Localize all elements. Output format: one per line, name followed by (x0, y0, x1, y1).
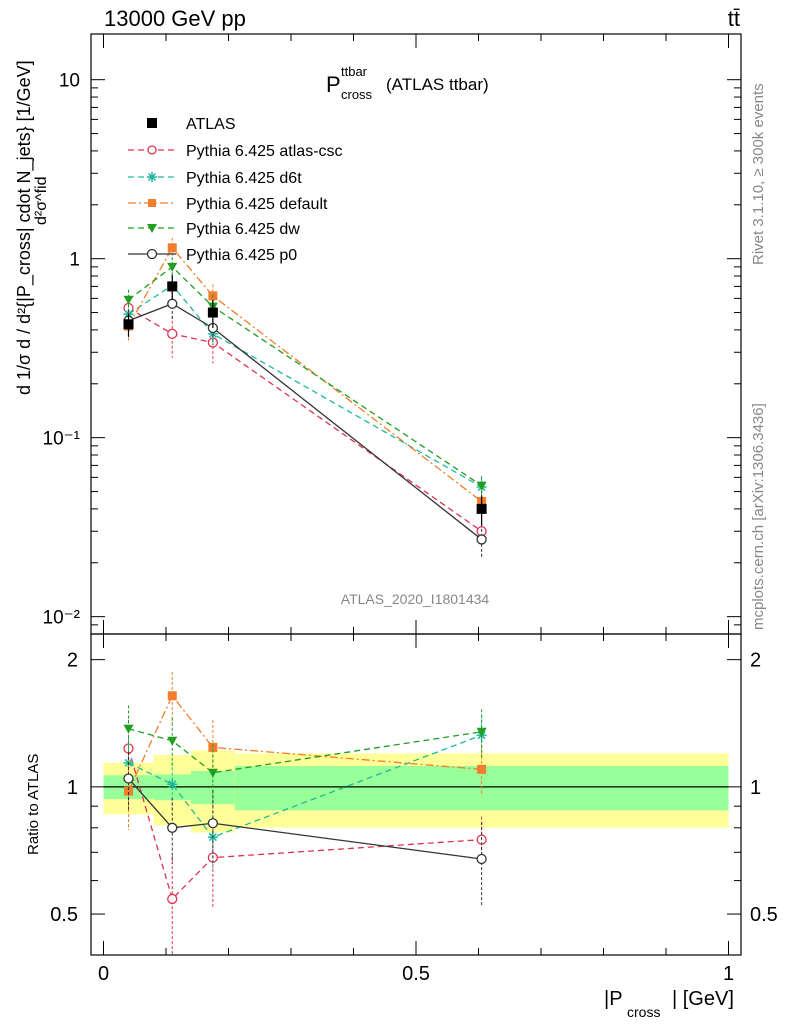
series-point-pythia-6-425-default (167, 243, 177, 253)
legend-label-atlas: ATLAS (186, 116, 236, 133)
ratio-point-pythia-6-425-default (167, 691, 177, 701)
ratio-point-pythia-6-425-d6t (167, 779, 178, 790)
ratio-line-pythia-6-425-p0 (128, 778, 482, 860)
series-point-pythia-6-425-dw (167, 262, 178, 272)
ratio-point-pythia-6-425-p0 (207, 818, 219, 829)
plot-title-superscript: ttbar (341, 64, 368, 79)
ratio-point-pythia-6-425-dw (207, 768, 218, 778)
y-axis-label-main: d 1/σ d / d²{|P_cross| cdot N_jets} [1/G… (14, 60, 35, 395)
legend-item-default: Pythia 6.425 default (128, 196, 328, 213)
legend-item-p0: Pythia 6.425 p0 (128, 247, 297, 264)
legend-label-default: Pythia 6.425 default (186, 196, 328, 213)
x-tick-label: 0 (98, 963, 109, 985)
plot-title-main: P (326, 72, 341, 97)
legend-label-d6t: Pythia 6.425 d6t (186, 170, 302, 187)
series-point-pythia-6-425-p0 (476, 534, 487, 545)
analysis-label: ATLAS_2020_I1801434 (341, 591, 490, 607)
series-point-pythia-6-425-dw (476, 481, 487, 491)
plot-title-subscript: cross (341, 87, 373, 102)
y-tick-label: 10⁻² (43, 608, 81, 629)
x-tick-label: 1 (723, 963, 734, 985)
y-axis-label-numerator: d²σ^fid (33, 176, 50, 225)
ratio-tick-label: 0.5 (50, 904, 78, 926)
series-line-pythia-6-425-default (127, 246, 483, 503)
axes-ticks: 0 0.5 1 10⁻² 10⁻¹ 1 10 0.5 0.5 1 1 2 2 (43, 34, 778, 985)
legend-item-atlas-csc: Pythia 6.425 atlas-csc (128, 143, 343, 160)
legend-label-dw: Pythia 6.425 dw (186, 221, 300, 238)
series-line-pythia-6-425-d6t (128, 284, 482, 488)
series-point-pythia-6-425-atlas-csc (167, 328, 178, 340)
ratio-tick-label-right: 0.5 (750, 904, 778, 926)
y-tick-label: 10 (59, 71, 80, 92)
x-axis-label-subscript: cross (627, 1004, 660, 1020)
ratio-point-pythia-6-425-dw (476, 727, 487, 737)
data-point-atlas (476, 503, 487, 514)
legend-label-p0: Pythia 6.425 p0 (186, 247, 297, 264)
x-axis-label-tail: | [GeV] (672, 988, 734, 1010)
data-point-atlas (167, 281, 178, 292)
legend: ATLAS Pythia 6.425 atlas-csc Pythia 6.42… (128, 116, 343, 264)
legend-marker-atlas (147, 118, 157, 128)
y-axis-label-ratio: Ratio to ATLAS (25, 754, 42, 855)
ratio-line-pythia-6-425-dw (128, 728, 482, 774)
ratio-point-pythia-6-425-p0 (476, 853, 487, 865)
data-point-atlas (123, 319, 134, 330)
legend-item-dw: Pythia 6.425 dw (128, 221, 300, 238)
series-point-pythia-6-425-p0 (167, 298, 178, 309)
ratio-uncertainty-bands (103, 750, 729, 833)
y-tick-label: 10⁻¹ (43, 429, 81, 450)
legend-label-atlas-csc: Pythia 6.425 atlas-csc (186, 143, 343, 160)
series-line-pythia-6-425-p0 (128, 303, 483, 540)
ratio-point-pythia-6-425-default (477, 764, 487, 774)
ratio-line-pythia-6-425-d6t (128, 734, 482, 838)
process-label: tt̄ (728, 6, 740, 31)
ratio-tick-label-right: 2 (750, 650, 761, 672)
ratio-point-pythia-6-425-dw (167, 736, 178, 746)
ratio-point-pythia-6-425-dw (123, 724, 134, 734)
ratio-point-pythia-6-425-p0 (123, 773, 134, 784)
x-tick-label: 0.5 (402, 963, 430, 985)
plot-title-tail: (ATLAS ttbar) (386, 75, 489, 94)
data-point-atlas (207, 307, 218, 318)
ratio-tick-label: 1 (67, 777, 78, 799)
ratio-point-pythia-6-425-atlas-csc (167, 893, 178, 905)
ratio-line-pythia-6-425-atlas-csc (127, 748, 482, 901)
ratio-tick-label: 2 (67, 650, 78, 672)
ratio-line-pythia-6-425-default (127, 694, 482, 792)
legend-item-d6t: Pythia 6.425 d6t (128, 170, 302, 187)
y-tick-label: 1 (69, 250, 80, 271)
series-point-pythia-6-425-dw (123, 295, 134, 305)
x-axis-label-main: |P (604, 988, 623, 1010)
ratio-series-layer (123, 671, 487, 955)
rivet-label: Rivet 3.1.10, ≥ 300k events (750, 83, 767, 265)
mcplots-label: mcplots.cern.ch [arXiv:1306.3436] (750, 403, 767, 630)
ratio-point-pythia-6-425-default (124, 786, 133, 796)
series-line-pythia-6-425-dw (128, 266, 482, 487)
ratio-point-pythia-6-425-p0 (167, 822, 178, 833)
ratio-tick-label-right: 1 (750, 777, 761, 799)
energy-label: 13000 GeV pp (104, 6, 246, 31)
main-series-layer (123, 237, 487, 559)
series-line-pythia-6-425-atlas-csc (128, 307, 482, 532)
